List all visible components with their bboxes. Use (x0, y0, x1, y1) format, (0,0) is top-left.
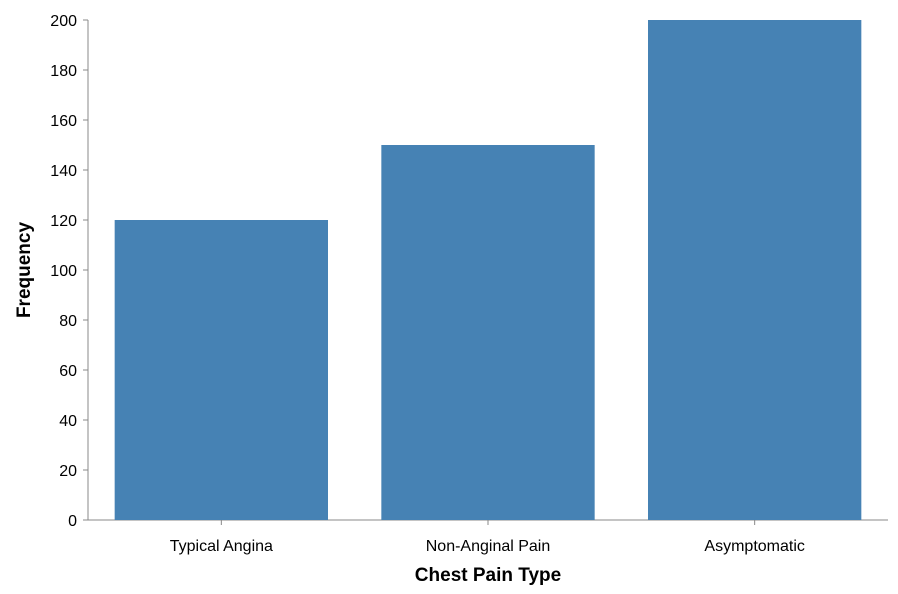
y-tick-label: 0 (68, 513, 77, 530)
y-axis: 0 20 40 60 80 100 120 140 160 180 200 (50, 13, 89, 530)
x-tick-label: Non-Anginal Pain (426, 538, 551, 555)
y-tick-label: 160 (50, 113, 77, 130)
y-tick-label: 200 (50, 13, 77, 30)
x-tick-label: Typical Angina (170, 538, 273, 555)
y-tick-label: 100 (50, 263, 77, 280)
y-tick-label: 20 (59, 463, 77, 480)
bar-typical-angina (114, 220, 329, 520)
y-tick-label: 120 (50, 213, 77, 230)
y-tick-label: 140 (50, 163, 77, 180)
bar-non-anginal-pain (381, 145, 595, 520)
y-axis-title: Frequency (14, 222, 35, 319)
y-tick-label: 180 (50, 63, 77, 80)
x-tick-label: Asymptomatic (704, 538, 804, 555)
bar-asymptomatic (648, 20, 862, 520)
bars (114, 20, 862, 520)
y-tick-label: 80 (59, 313, 77, 330)
y-tick-label: 60 (59, 363, 77, 380)
y-tick-label: 40 (59, 413, 77, 430)
x-axis: Typical Angina Non-Anginal Pain Asymptomat… (88, 519, 888, 555)
x-axis-title: Chest Pain Type (415, 565, 561, 586)
